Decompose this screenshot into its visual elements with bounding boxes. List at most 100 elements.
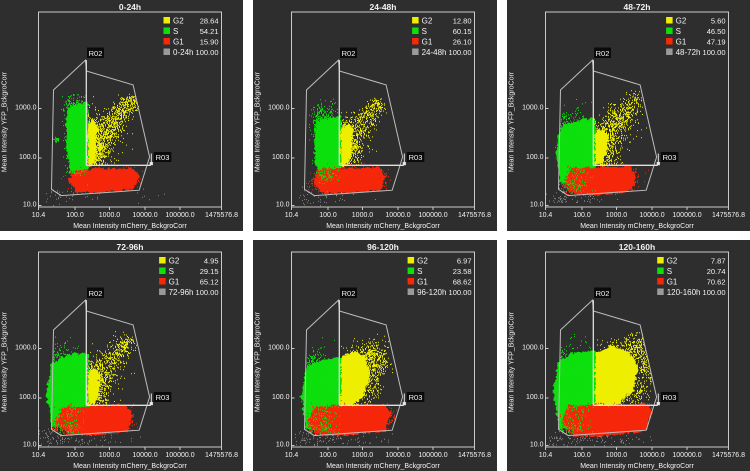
svg-text:12.80: 12.80 — [453, 16, 472, 25]
svg-text:1000.0: 1000.0 — [15, 345, 37, 352]
svg-text:72-96h: 72-96h — [169, 288, 194, 297]
svg-text:4.95: 4.95 — [204, 256, 219, 265]
svg-text:G2: G2 — [173, 16, 184, 25]
svg-text:Mean Intensity mCherry_BckgroC: Mean Intensity mCherry_BckgroCorr — [580, 223, 694, 230]
svg-text:48-72h: 48-72h — [676, 48, 701, 57]
svg-text:10.0: 10.0 — [23, 442, 37, 449]
svg-text:100000.0: 100000.0 — [418, 212, 447, 219]
svg-text:G2: G2 — [417, 256, 428, 265]
svg-text:100.0: 100.0 — [66, 212, 84, 219]
svg-text:1000.0: 1000.0 — [522, 105, 544, 112]
svg-text:10.0: 10.0 — [276, 202, 290, 209]
svg-text:G1: G1 — [422, 37, 433, 46]
svg-text:100000.0: 100000.0 — [165, 452, 194, 459]
svg-text:24-48h: 24-48h — [422, 48, 447, 57]
svg-text:G2: G2 — [676, 16, 687, 25]
svg-text:10.4: 10.4 — [539, 212, 553, 219]
svg-text:R03: R03 — [663, 153, 677, 162]
svg-text:10.4: 10.4 — [32, 212, 46, 219]
svg-text:23.58: 23.58 — [453, 267, 472, 276]
svg-text:Mean Intensity mCherry_BckgroC: Mean Intensity mCherry_BckgroCorr — [580, 463, 694, 470]
svg-text:7.87: 7.87 — [711, 256, 726, 265]
svg-text:Mean Intensity mCherry_BckgroC: Mean Intensity mCherry_BckgroCorr — [73, 463, 187, 470]
svg-text:10.0: 10.0 — [530, 202, 544, 209]
svg-text:29.15: 29.15 — [200, 267, 219, 276]
svg-text:100.0: 100.0 — [19, 394, 37, 401]
svg-text:1000.0: 1000.0 — [15, 105, 37, 112]
svg-text:100.0: 100.0 — [526, 394, 544, 401]
svg-text:R02: R02 — [342, 49, 356, 58]
svg-text:15.90: 15.90 — [200, 37, 219, 46]
svg-text:R03: R03 — [663, 393, 677, 402]
svg-text:6.97: 6.97 — [457, 256, 472, 265]
svg-text:10.0: 10.0 — [530, 442, 544, 449]
svg-text:1000.0: 1000.0 — [268, 345, 290, 352]
svg-text:G1: G1 — [417, 277, 428, 286]
svg-text:5.60: 5.60 — [711, 16, 726, 25]
svg-text:10.4: 10.4 — [285, 212, 299, 219]
svg-text:1000.0: 1000.0 — [99, 452, 121, 459]
svg-text:10000.0: 10000.0 — [132, 452, 157, 459]
svg-text:100.0: 100.0 — [66, 452, 84, 459]
svg-text:Mean Intensity YFP_BckgroCorr: Mean Intensity YFP_BckgroCorr — [509, 311, 516, 412]
svg-text:G1: G1 — [169, 277, 180, 286]
svg-text:R02: R02 — [596, 49, 610, 58]
svg-text:100.00: 100.00 — [196, 288, 219, 297]
svg-text:65.12: 65.12 — [200, 277, 219, 286]
svg-text:10.4: 10.4 — [539, 452, 553, 459]
svg-text:R02: R02 — [89, 49, 103, 58]
svg-text:G1: G1 — [676, 37, 687, 46]
svg-text:100.0: 100.0 — [272, 394, 290, 401]
svg-text:1475576.8: 1475576.8 — [712, 452, 745, 459]
svg-text:R02: R02 — [89, 289, 103, 298]
svg-text:S: S — [422, 27, 427, 36]
svg-text:60.15: 60.15 — [453, 27, 472, 36]
svg-text:Mean Intensity mCherry_BckgroC: Mean Intensity mCherry_BckgroCorr — [73, 223, 187, 230]
svg-text:100.0: 100.0 — [19, 154, 37, 161]
svg-text:72-96h: 72-96h — [117, 242, 144, 252]
svg-text:1000.0: 1000.0 — [352, 212, 374, 219]
svg-text:0-24h: 0-24h — [173, 48, 193, 57]
svg-text:100.0: 100.0 — [272, 154, 290, 161]
svg-text:100.00: 100.00 — [703, 48, 726, 57]
svg-text:96-120h: 96-120h — [417, 288, 446, 297]
svg-text:100.0: 100.0 — [573, 452, 591, 459]
svg-text:1475576.8: 1475576.8 — [205, 452, 238, 459]
svg-text:Mean Intensity YFP_BckgroCorr: Mean Intensity YFP_BckgroCorr — [509, 71, 516, 172]
svg-text:100000.0: 100000.0 — [672, 212, 701, 219]
svg-text:G2: G2 — [422, 16, 433, 25]
svg-text:G1: G1 — [667, 277, 678, 286]
svg-text:10.0: 10.0 — [276, 442, 290, 449]
svg-text:1000.0: 1000.0 — [99, 212, 121, 219]
svg-text:R03: R03 — [409, 153, 423, 162]
svg-text:1475576.8: 1475576.8 — [458, 212, 491, 219]
svg-text:26.10: 26.10 — [453, 37, 472, 46]
svg-text:10000.0: 10000.0 — [639, 452, 664, 459]
svg-text:R03: R03 — [156, 393, 170, 402]
svg-text:48-72h: 48-72h — [624, 2, 651, 12]
svg-text:100000.0: 100000.0 — [165, 212, 194, 219]
svg-text:10000.0: 10000.0 — [385, 212, 410, 219]
svg-text:10000.0: 10000.0 — [132, 212, 157, 219]
svg-text:100.00: 100.00 — [449, 48, 472, 57]
svg-text:10.0: 10.0 — [23, 202, 37, 209]
svg-text:Mean Intensity YFP_BckgroCorr: Mean Intensity YFP_BckgroCorr — [255, 311, 262, 412]
svg-text:Mean Intensity YFP_BckgroCorr: Mean Intensity YFP_BckgroCorr — [2, 311, 9, 412]
svg-text:100.00: 100.00 — [449, 288, 472, 297]
svg-text:70.62: 70.62 — [707, 277, 726, 286]
svg-text:1475576.8: 1475576.8 — [205, 212, 238, 219]
svg-text:G1: G1 — [173, 37, 184, 46]
svg-text:100.0: 100.0 — [319, 452, 337, 459]
svg-text:S: S — [173, 27, 178, 36]
svg-text:S: S — [417, 267, 422, 276]
svg-text:Mean Intensity mCherry_BckgroC: Mean Intensity mCherry_BckgroCorr — [326, 463, 440, 470]
svg-text:47.19: 47.19 — [707, 37, 726, 46]
svg-text:54.21: 54.21 — [200, 27, 219, 36]
svg-text:G2: G2 — [169, 256, 180, 265]
svg-text:10.4: 10.4 — [285, 452, 299, 459]
svg-text:120-160h: 120-160h — [619, 242, 655, 252]
svg-text:100.0: 100.0 — [319, 212, 337, 219]
svg-text:96-120h: 96-120h — [367, 242, 399, 252]
svg-text:1000.0: 1000.0 — [606, 452, 628, 459]
svg-text:1000.0: 1000.0 — [522, 345, 544, 352]
